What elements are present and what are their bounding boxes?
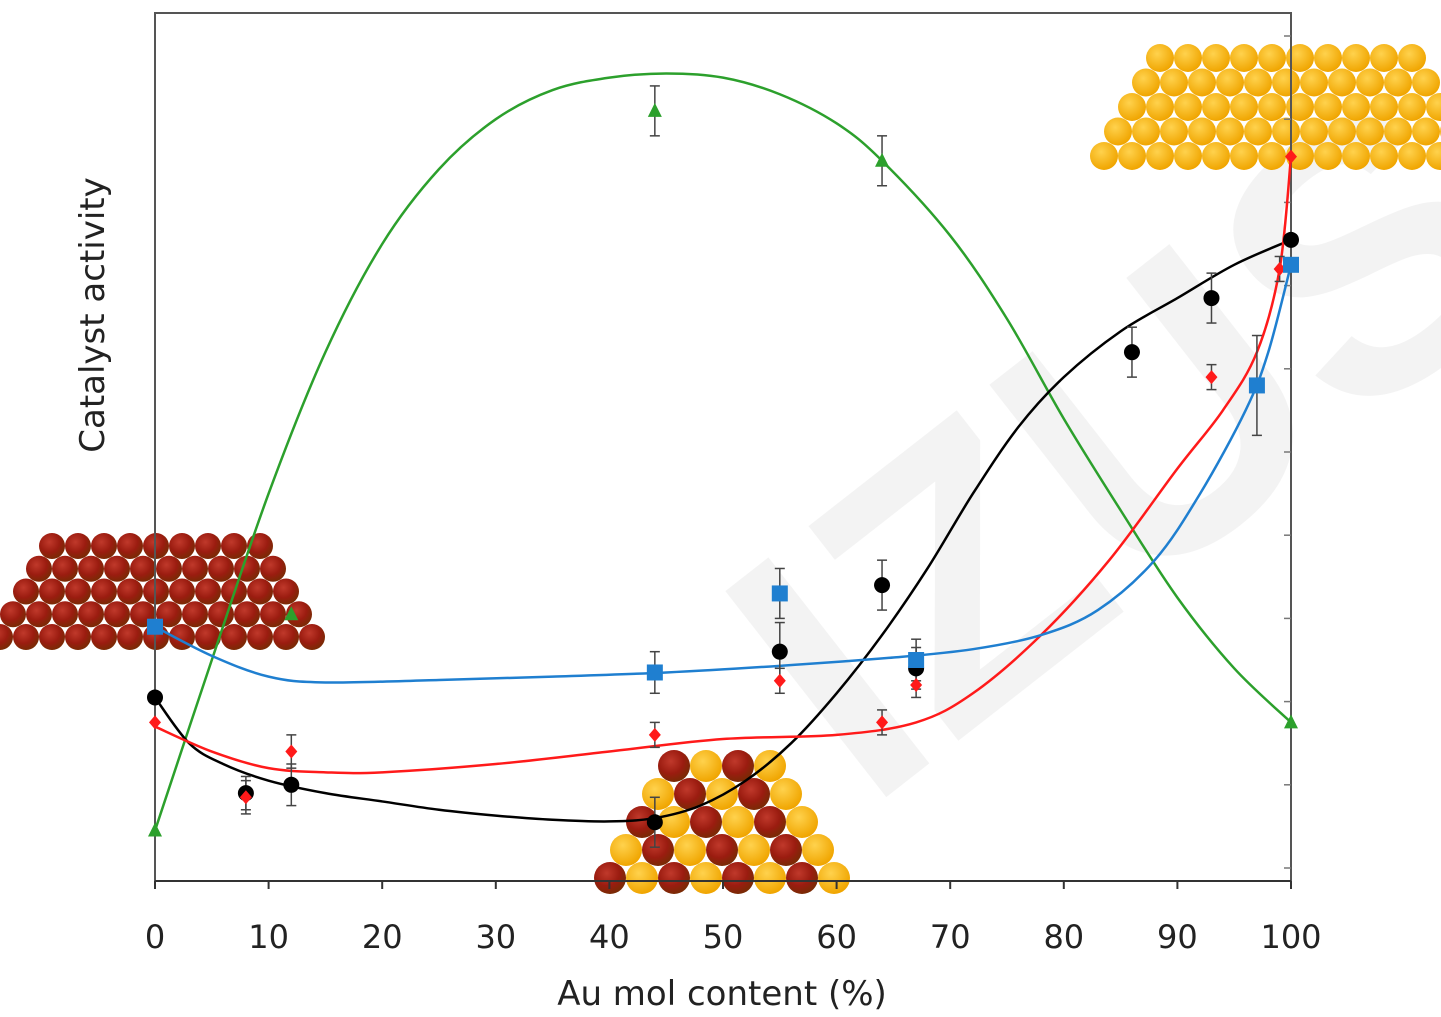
x-tick-label: 90: [1157, 918, 1198, 956]
x-tick-label: 30: [475, 918, 516, 956]
data-point: [1203, 290, 1220, 307]
data-point: [1284, 714, 1298, 729]
data-point: [1283, 231, 1299, 248]
data-point: [149, 715, 161, 730]
data-point: [874, 577, 891, 594]
data-point: [771, 585, 788, 602]
data-point: [1273, 261, 1286, 276]
data-point: [147, 689, 163, 706]
data-point: [908, 652, 925, 668]
x-tick-label: 50: [703, 918, 744, 956]
data-point: [647, 102, 662, 117]
data-point: [284, 606, 299, 621]
fit-curve-series-1: [153, 238, 1292, 823]
data-point: [1123, 344, 1140, 361]
data-points: [147, 102, 1299, 837]
axes: 0 10 20 30 40 50 60 70 80 90 100: [145, 35, 1322, 956]
data-point: [875, 152, 890, 167]
data-point: [1283, 256, 1299, 273]
fit-curve-series-0: [153, 72, 1292, 831]
data-point: [876, 715, 889, 730]
x-tick-label: 80: [1043, 918, 1084, 956]
copper-nanoparticle: [0, 533, 325, 650]
fit-curve-series-3: [154, 264, 1293, 684]
data-point: [646, 814, 663, 831]
data-point: [1205, 370, 1218, 385]
data-point: [1248, 377, 1265, 394]
data-point: [648, 727, 661, 742]
nanoparticle-illustrations: [0, 44, 1441, 894]
data-point: [773, 673, 786, 688]
x-axis-title: Au mol content (%): [557, 974, 887, 1014]
y-axis-title: Catalyst activity: [73, 177, 113, 453]
data-point: [1285, 149, 1297, 164]
x-tick-label: 100: [1260, 918, 1321, 956]
gold-nanoparticle: [1090, 44, 1441, 170]
data-point: [910, 677, 923, 692]
x-tick-label: 0: [145, 918, 165, 956]
data-point: [283, 776, 300, 793]
data-point: [239, 790, 252, 805]
fit-curve-series-2: [154, 156, 1293, 775]
x-tick-label: 10: [248, 918, 289, 956]
data-point: [147, 618, 163, 635]
data-point: [646, 664, 663, 681]
x-tick-label: 20: [362, 918, 403, 956]
x-tick-label: 40: [589, 918, 630, 956]
data-point: [148, 822, 162, 837]
data-point: [771, 643, 788, 660]
alloy-nanoparticle: [594, 750, 850, 894]
data-point: [285, 744, 298, 759]
x-tick-label: 60: [816, 918, 857, 956]
fit-curves: [153, 72, 1293, 831]
x-tick-label: 70: [930, 918, 971, 956]
